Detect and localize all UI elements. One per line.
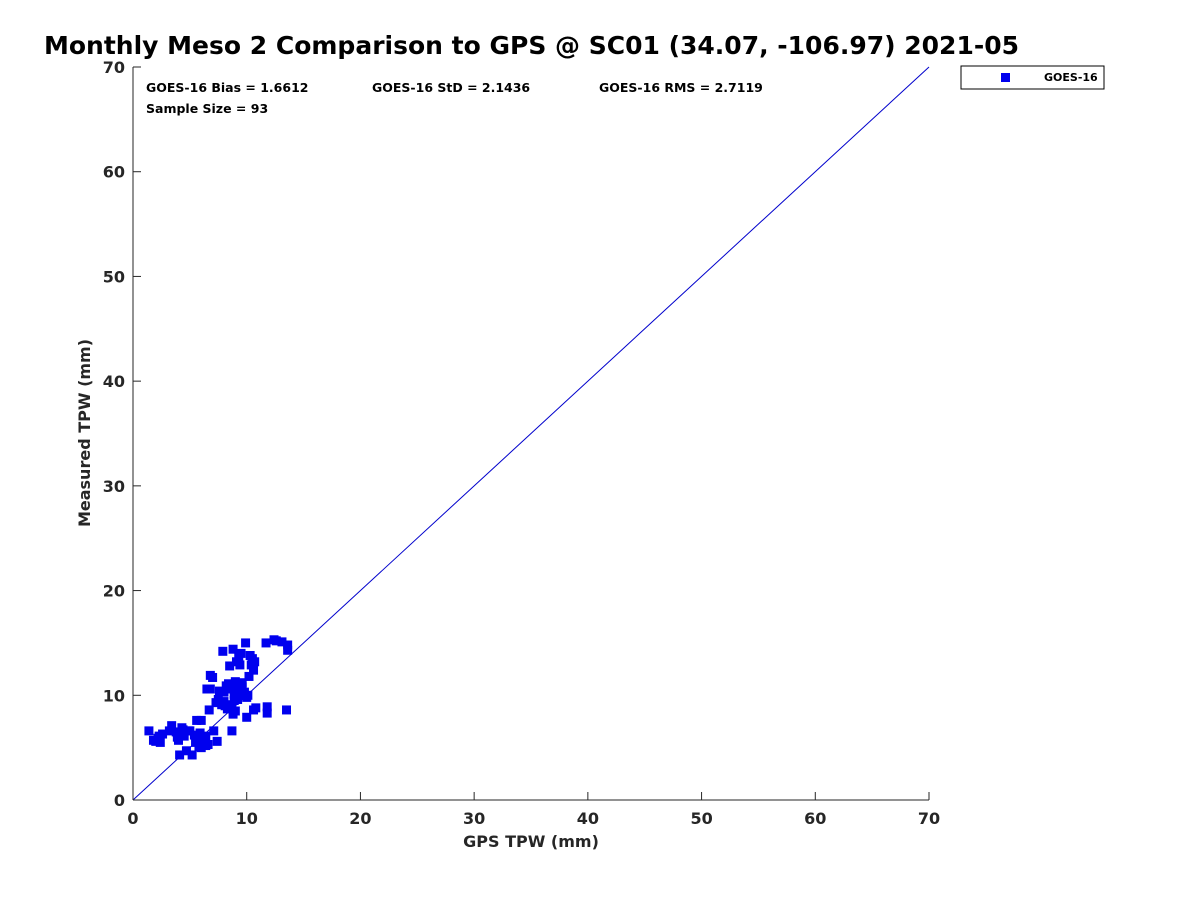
data-point — [262, 708, 272, 718]
data-point — [230, 677, 240, 687]
stat-std: GOES-16 StD = 2.1436 — [372, 80, 530, 95]
y-tick-label: 10 — [103, 686, 125, 705]
data-point — [221, 681, 231, 691]
data-point — [204, 705, 214, 715]
x-tick-label: 40 — [577, 809, 599, 828]
data-point — [229, 696, 239, 706]
data-point — [282, 705, 292, 715]
data-point — [171, 727, 181, 737]
data-point — [184, 726, 194, 736]
data-point — [225, 661, 235, 671]
data-point — [271, 636, 281, 646]
x-tick-label: 70 — [918, 809, 940, 828]
data-point — [227, 726, 237, 736]
x-tick-label: 60 — [804, 809, 826, 828]
data-point — [205, 684, 215, 694]
stats-block: GOES-16 Bias = 1.6612 GOES-16 StD = 2.14… — [146, 80, 763, 116]
x-tick-label: 10 — [236, 809, 258, 828]
data-point — [262, 702, 272, 712]
data-point — [181, 746, 191, 756]
data-point — [277, 637, 287, 647]
legend-marker — [1001, 73, 1010, 82]
legend: GOES-16 — [960, 65, 1105, 90]
data-point — [192, 715, 202, 725]
y-tick-label: 60 — [103, 163, 125, 182]
data-point — [201, 731, 211, 741]
data-point — [241, 638, 251, 648]
data-point — [189, 730, 199, 740]
stat-sample-size: Sample Size = 93 — [146, 101, 268, 116]
y-tick-label: 0 — [114, 791, 125, 810]
legend-box — [960, 65, 1105, 90]
data-point — [261, 638, 271, 648]
data-point — [236, 648, 246, 658]
data-point — [195, 728, 205, 738]
data-point — [235, 660, 245, 670]
data-point — [191, 737, 201, 747]
plot-area — [132, 66, 930, 801]
data-point — [144, 726, 154, 736]
y-tick-label: 50 — [103, 267, 125, 286]
y-tick-label: 70 — [103, 58, 125, 77]
y-tick-label: 30 — [103, 477, 125, 496]
x-tick-label: 0 — [127, 809, 138, 828]
stat-bias: GOES-16 Bias = 1.6612 — [146, 80, 308, 95]
x-tick-label: 50 — [690, 809, 712, 828]
data-point — [155, 737, 165, 747]
data-point — [249, 665, 259, 675]
data-point — [214, 686, 224, 696]
chart-title: Monthly Meso 2 Comparison to GPS @ SC01 … — [44, 31, 1019, 60]
data-point — [283, 640, 293, 650]
data-point — [242, 712, 252, 722]
data-point — [251, 703, 261, 713]
data-point — [243, 690, 253, 700]
data-point — [167, 721, 177, 731]
data-point — [228, 644, 238, 654]
data-point — [175, 750, 185, 760]
data-point — [208, 672, 218, 682]
data-point — [235, 680, 245, 690]
data-point — [196, 743, 206, 753]
x-axis-label: GPS TPW (mm) — [463, 832, 599, 851]
data-point — [212, 736, 222, 746]
y-axis-label: Measured TPW (mm) — [75, 339, 94, 527]
data-point — [218, 646, 228, 656]
data-point — [222, 704, 232, 714]
data-point — [230, 706, 240, 716]
data-point — [187, 750, 197, 760]
x-tick-label: 20 — [349, 809, 371, 828]
axis-ticks: 0 10 20 30 40 50 60 70 0 10 20 30 40 50 60 70 — [103, 58, 940, 828]
data-point — [283, 645, 293, 655]
data-point — [211, 698, 221, 708]
data-point — [219, 687, 229, 697]
data-point — [250, 657, 260, 667]
data-point — [219, 697, 229, 707]
data-point — [172, 732, 182, 742]
stat-rms: GOES-16 RMS = 2.7119 — [599, 80, 763, 95]
y-tick-label: 40 — [103, 372, 125, 391]
one-to-one-line — [132, 66, 930, 801]
data-point — [209, 726, 219, 736]
data-point — [244, 671, 254, 681]
data-point — [203, 740, 213, 750]
data-point — [164, 726, 174, 736]
x-tick-label: 30 — [463, 809, 485, 828]
legend-label: GOES-16 — [1044, 71, 1098, 84]
data-point — [151, 736, 161, 746]
data-point — [178, 725, 188, 735]
data-point — [196, 715, 206, 725]
data-point — [226, 684, 236, 694]
y-tick-label: 20 — [103, 582, 125, 601]
data-point — [229, 689, 239, 699]
data-point — [154, 731, 164, 741]
data-point — [179, 731, 189, 741]
